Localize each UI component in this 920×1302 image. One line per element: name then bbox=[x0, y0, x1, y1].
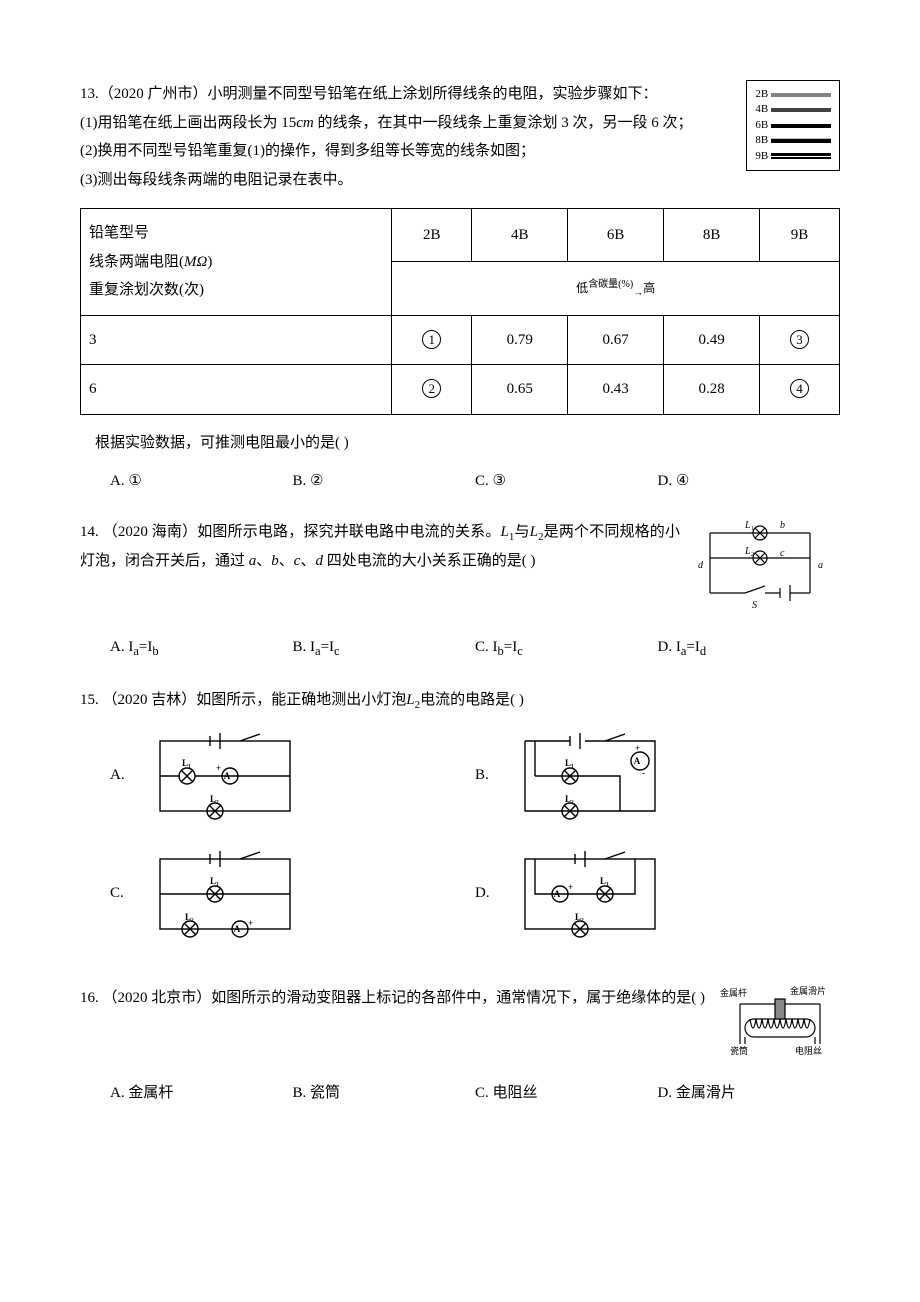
q13-step2: (2)换用不同型号铅笔重复(1)的操作，得到多组等长等宽的线条如图； bbox=[80, 137, 840, 166]
svg-text:L₁: L₁ bbox=[744, 520, 754, 531]
option-d[interactable]: D. ④ bbox=[658, 467, 841, 496]
col-8b: 8B bbox=[664, 209, 760, 262]
q13-options: A. ① B. ② C. ③ D. ④ bbox=[110, 467, 840, 496]
question-13: 2B 4B 6B 8B 9B 13.（2020 广州市）小明测量不同型号铅笔在纸… bbox=[80, 80, 840, 496]
svg-text:A: A bbox=[554, 889, 561, 899]
svg-text:金属滑片: 金属滑片 bbox=[790, 985, 826, 996]
q15-options: A. L₁ A L₂ + B. bbox=[110, 726, 840, 962]
svg-text:S: S bbox=[752, 600, 757, 611]
option-a[interactable]: A. 金属杆 bbox=[110, 1079, 293, 1108]
col-6b: 6B bbox=[568, 209, 664, 262]
q15-stem: 15. （2020 吉林）如图所示，能正确地测出小灯泡L2电流的电路是( ) bbox=[80, 686, 840, 716]
col-9b: 9B bbox=[760, 209, 840, 262]
circuit-a-icon: L₁ A L₂ + bbox=[140, 726, 310, 826]
circuit-c-icon: L₁ A L₂ + bbox=[140, 844, 310, 944]
svg-text:电阻丝: 电阻丝 bbox=[795, 1045, 822, 1056]
option-c[interactable]: C. Ib=Ic bbox=[475, 633, 658, 664]
svg-text:+: + bbox=[568, 882, 573, 892]
svg-text:-: - bbox=[642, 768, 645, 778]
q13-step1: (1)用铅笔在纸上画出两段长为 15cm 的线条，在其中一段线条上重复涂划 3 … bbox=[80, 109, 840, 138]
carbon-row: 低含碳量(%)→高 bbox=[392, 262, 840, 315]
table-row: 3 1 0.79 0.67 0.49 3 bbox=[81, 315, 840, 365]
question-14: L₁ L₂ b c a d S 14. （2020 海南）如图所示电路，探究并联… bbox=[80, 518, 840, 664]
table-row: 6 2 0.65 0.43 0.28 4 bbox=[81, 365, 840, 415]
svg-text:A: A bbox=[234, 924, 241, 934]
svg-text:L₁: L₁ bbox=[210, 876, 219, 886]
q16-options: A. 金属杆 B. 瓷筒 C. 电阻丝 D. 金属滑片 bbox=[110, 1079, 840, 1108]
svg-text:L₂: L₂ bbox=[575, 912, 584, 922]
option-c[interactable]: C. 电阻丝 bbox=[475, 1079, 658, 1108]
q13-stem: 13.（2020 广州市）小明测量不同型号铅笔在纸上涂划所得线条的电阻，实验步骤… bbox=[80, 80, 840, 109]
option-d[interactable]: D. L₁ A L₂ + bbox=[475, 844, 840, 944]
option-b[interactable]: B. 瓷筒 bbox=[293, 1079, 476, 1108]
q13-table: 铅笔型号 线条两端电阻(MΩ) 重复涂划次数(次) 2B 4B 6B 8B 9B… bbox=[80, 208, 840, 415]
q14-circuit-figure: L₁ L₂ b c a d S bbox=[690, 518, 840, 624]
table-header-model: 铅笔型号 bbox=[89, 219, 383, 248]
svg-text:L₁: L₁ bbox=[565, 758, 574, 768]
option-d[interactable]: D. Ia=Id bbox=[658, 633, 841, 664]
svg-text:+: + bbox=[635, 743, 640, 753]
svg-text:d: d bbox=[698, 560, 704, 571]
table-header-resistance: 线条两端电阻(MΩ) bbox=[89, 248, 383, 277]
option-a[interactable]: A. ① bbox=[110, 467, 293, 496]
option-b[interactable]: B. Ia=Ic bbox=[293, 633, 476, 664]
option-b[interactable]: B. ② bbox=[293, 467, 476, 496]
q13-conclusion: 根据实验数据，可推测电阻最小的是( ) bbox=[95, 429, 840, 458]
question-15: 15. （2020 吉林）如图所示，能正确地测出小灯泡L2电流的电路是( ) A… bbox=[80, 686, 840, 962]
option-d[interactable]: D. 金属滑片 bbox=[658, 1079, 841, 1108]
svg-text:A: A bbox=[224, 771, 231, 781]
col-2b: 2B bbox=[392, 209, 472, 262]
svg-text:L₂: L₂ bbox=[565, 794, 574, 804]
svg-text:瓷筒: 瓷筒 bbox=[730, 1045, 748, 1056]
q13-step3: (3)测出每段线条两端的电阻记录在表中。 bbox=[80, 166, 840, 195]
circuit-d-icon: L₁ A L₂ + bbox=[505, 844, 675, 944]
svg-text:L₂: L₂ bbox=[185, 912, 194, 922]
option-b[interactable]: B. L₁ A L₂ +- bbox=[475, 726, 840, 826]
svg-text:L₁: L₁ bbox=[182, 758, 191, 768]
table-header-count: 重复涂划次数(次) bbox=[89, 276, 383, 305]
svg-text:+: + bbox=[248, 918, 253, 928]
q13-lines-figure: 2B 4B 6B 8B 9B bbox=[746, 80, 840, 171]
svg-text:c: c bbox=[780, 548, 785, 559]
svg-text:L₁: L₁ bbox=[600, 876, 609, 886]
q16-rheostat-figure: 金属杆 金属滑片 瓷筒 电阻丝 bbox=[720, 984, 840, 1070]
svg-text:金属杆: 金属杆 bbox=[720, 987, 747, 998]
question-16: 金属杆 金属滑片 瓷筒 电阻丝 16. （2020 北京市）如图所示的滑动变阻器… bbox=[80, 984, 840, 1108]
svg-text:L₂: L₂ bbox=[744, 546, 755, 557]
svg-text:+: + bbox=[216, 763, 221, 773]
svg-text:b: b bbox=[780, 520, 785, 531]
col-4b: 4B bbox=[472, 209, 568, 262]
svg-text:A: A bbox=[634, 756, 641, 766]
svg-text:L₂: L₂ bbox=[210, 794, 219, 804]
q14-options: A. Ia=Ib B. Ia=Ic C. Ib=Ic D. Ia=Id bbox=[110, 633, 840, 664]
circuit-b-icon: L₁ A L₂ + - bbox=[505, 726, 675, 826]
svg-text:a: a bbox=[818, 560, 823, 571]
option-c[interactable]: C. L₁ A L₂ + bbox=[110, 844, 475, 944]
option-a[interactable]: A. Ia=Ib bbox=[110, 633, 293, 664]
option-a[interactable]: A. L₁ A L₂ + bbox=[110, 726, 475, 826]
option-c[interactable]: C. ③ bbox=[475, 467, 658, 496]
